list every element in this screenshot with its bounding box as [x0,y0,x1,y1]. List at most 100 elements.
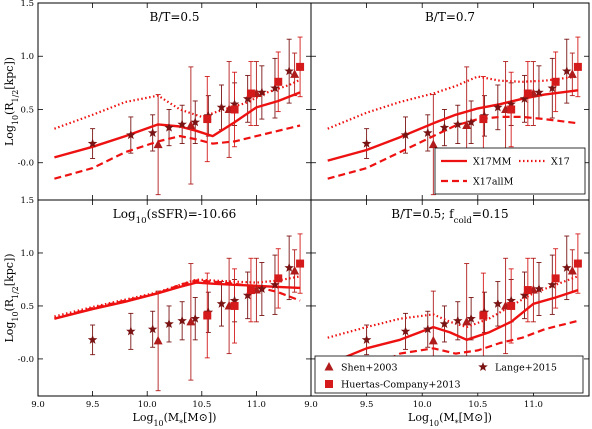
legend-label: Lange+2015 [495,363,557,374]
lange-point [361,334,372,344]
x-tick-label: 10.0 [138,400,157,410]
lange-point [284,262,294,272]
x-tick-label: 11.0 [524,400,543,410]
shen-point [153,335,163,345]
legend-box [314,355,584,394]
panel-frame [37,2,312,201]
lange-point [257,87,267,97]
huertas-point [246,286,255,295]
shen-point [428,139,438,149]
shen-point [567,69,577,78]
huertas-point [551,77,560,86]
y-tick-label: 1.0 [20,249,34,259]
lange-point [400,326,411,336]
legend-label: Huertas-Company+2013 [341,380,461,391]
plot-area [54,233,305,392]
legend-label: Shen+2003 [341,363,398,374]
huertas-point [551,274,560,283]
lange-point [423,324,433,334]
lange-point [466,313,476,323]
shen-point [153,139,163,149]
huertas-point [246,89,255,98]
lange-point [216,102,227,112]
lange-point [177,119,187,129]
lange-point [126,130,136,140]
legend-label: X17allM [473,177,514,188]
lange-point [229,99,240,109]
huertas-point [507,105,516,114]
lange-point [126,326,136,336]
x-tick-label: 9.5 [86,400,100,410]
x-tick-label: 9.0 [304,400,318,410]
shen-point [462,316,472,326]
legend-label: X17 [551,157,570,168]
y-tick-label: 0.5 [20,302,34,312]
panel-3: 9.0 9.5 10.0 10.5 11.0 -0.0 0.5 1.0 1.5 Log10(sSF… [18,196,312,410]
lange-point [519,93,530,103]
lange-point [506,99,516,109]
lange-point [361,138,372,148]
lange-point [547,279,558,289]
huertas-point [230,105,239,114]
lange-point [147,127,158,137]
x-axis-label-right: Log10(M*[M⊙]) [408,411,492,428]
lange-point [534,87,544,97]
legend-marker-star [478,362,488,371]
lange-point [177,315,187,325]
huertas-point [296,62,305,71]
series-line-x17 [327,75,579,130]
shen-point [428,335,438,345]
huertas-point [573,62,582,71]
lange-point [242,93,253,103]
lange-point [466,117,476,127]
series-line-x17mm [327,288,579,366]
huertas-point [507,301,516,310]
huertas-point [203,115,212,124]
shen-point [462,120,472,129]
legend-marker-square [325,380,333,388]
panel-frame [310,199,590,397]
shen-point [567,265,577,275]
lange-point [506,295,516,305]
lange-point [439,122,450,132]
plot-area [327,233,582,392]
y-tick-label: 1.5 [20,0,34,9]
series-line-x17allm [327,115,579,180]
panel-title: Log10(sSFR)=-10.66 [113,207,236,226]
x-tick-label: 10.5 [468,400,487,410]
shen-point [290,265,300,275]
series-line-x17 [54,78,301,130]
y-tick-label: 0.5 [20,105,34,115]
plot-area [327,36,582,196]
lange-point [519,290,530,300]
x-tick-label: 9.0 [31,400,45,410]
lange-point [423,127,433,137]
huertas-point [523,286,532,295]
legend-marker-triangle [324,362,334,371]
lange-point [216,298,227,308]
series-line-x17 [327,275,579,339]
huertas-point [573,259,582,268]
shen-point [186,120,196,129]
lange-point [439,319,450,328]
lange-point [562,262,572,272]
panel-title: B/T=0.7 [425,10,475,24]
y-tick-label: -0.0 [18,159,34,169]
x-axis-label-left: Log10(M*[M⊙]) [133,411,217,428]
lange-point [400,130,411,140]
panel-1: -0.0 0.5 1.0 1.5 B/T=0.5 [18,0,312,201]
huertas-point [230,301,239,310]
lange-point [147,324,158,334]
lange-point [164,319,174,328]
x-tick-label: 10.5 [192,400,211,410]
huertas-point [203,311,212,320]
lange-point [562,66,572,76]
lange-point [493,102,503,112]
y-axis-label-top: Log10(R1/2[kpc]) [3,57,20,146]
lange-point [270,279,280,289]
huertas-point [479,115,488,124]
legend-box [434,147,586,195]
y-axis-label-bottom: Log10(R1/2[kpc]) [3,253,20,342]
huertas-point [296,259,305,268]
